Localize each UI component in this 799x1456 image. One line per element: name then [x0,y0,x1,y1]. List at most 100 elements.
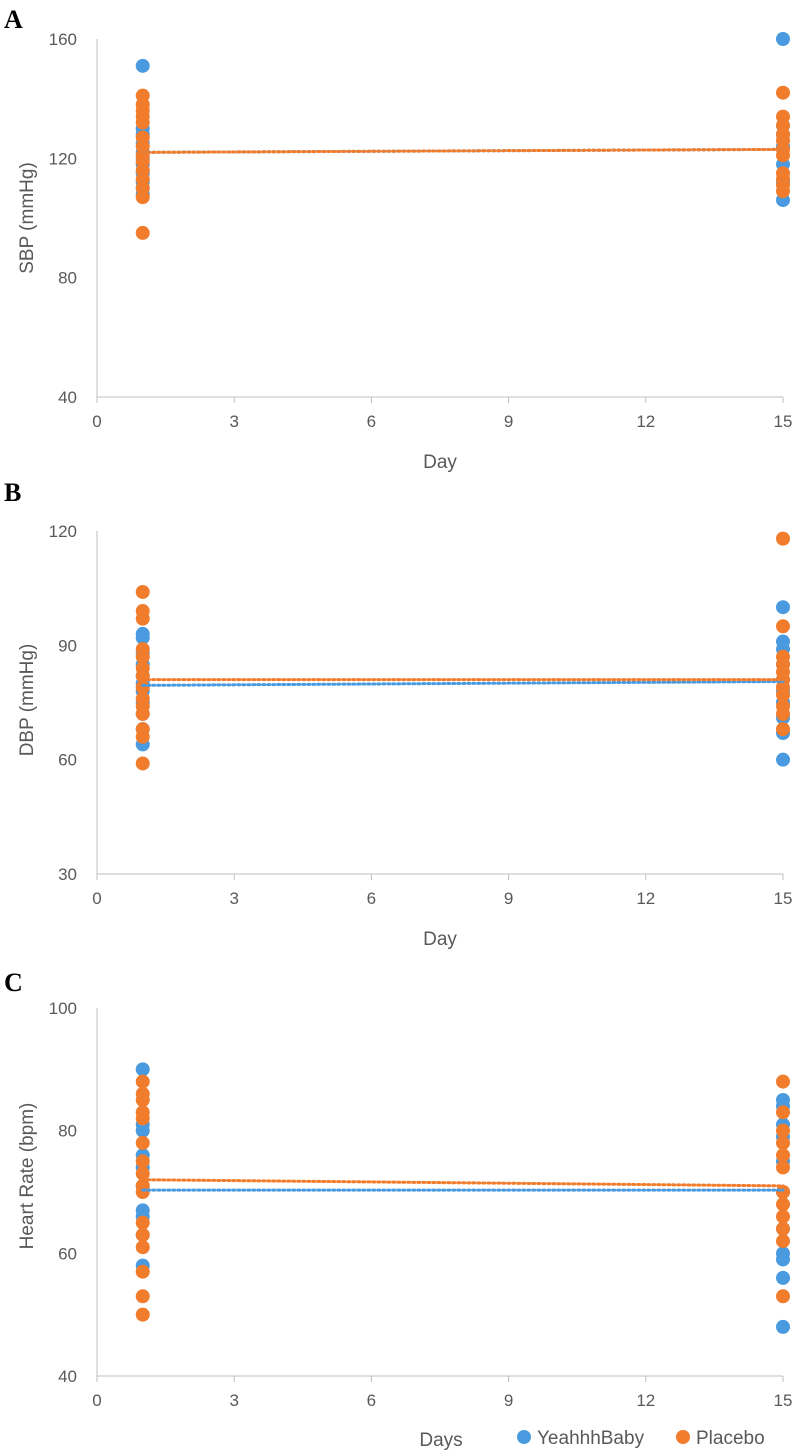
panel-a-point-yeahhhbaby [135,58,150,73]
panel-a-y-tick-label: 80 [58,269,77,288]
panel-c-point-placebo [776,1123,790,1138]
panel-b-point-placebo [135,584,150,599]
panel-c-point-yeahhhbaby [776,1319,790,1334]
panel-c-x-tick-label: 3 [229,1391,238,1410]
panel-c-letter: C [4,968,23,997]
panel-c-x-tick-label: 6 [367,1391,376,1410]
panel-a-point-yeahhhbaby [776,32,790,46]
legend-label-yeahhhbaby: YeahhhBaby [537,1428,645,1449]
panel-c-point-placebo [776,1197,790,1212]
legend-label-placebo: Placebo [696,1428,765,1449]
panel-b-trendline-yeahhhbaby [141,680,785,687]
panel-c-point-placebo [135,1307,150,1322]
panel-a-x-tick-label: 15 [774,412,793,431]
panel-b-point-placebo [135,729,150,744]
panel-b: B Day DBP (mmHg) 30 60 90 120 0 3 6 9 12 15 [4,478,792,950]
panel-c-point-placebo [776,1160,790,1175]
panel-c-point-placebo [135,1185,150,1199]
panel-a-y-tick-label: 120 [49,149,77,168]
panel-a-x-tick-label: 0 [92,412,101,431]
panel-b-x-axis-title: Day [423,929,457,950]
panel-b-y-axis-title: DBP (mmHg) [17,644,38,757]
legend: YeahhhBaby Placebo [517,1428,765,1449]
panel-b-x-tick-label: 12 [636,889,655,908]
panel-a-trendline-placebo [141,147,785,154]
panel-c-point-placebo [135,1227,150,1242]
panel-c-x-axis-title: Days [419,1430,462,1451]
panel-c: C Days Heart Rate (bpm) 40 60 80 100 0 3 6 9 12 1… [4,968,792,1451]
panel-c-point-placebo [776,1135,790,1150]
panel-b-point-placebo [776,531,790,546]
legend-marker-yeahhhbaby [517,1430,531,1444]
panel-c-point-placebo [135,1166,150,1181]
panel-a-point-placebo [776,85,790,100]
panel-c-point-yeahhhbaby [135,1123,150,1138]
panel-c-point-placebo [776,1148,790,1163]
legend-marker-placebo [676,1430,690,1444]
panel-c-x-tick-label: 12 [636,1391,655,1410]
panel-c-point-yeahhhbaby [135,1062,150,1077]
panel-b-point-placebo [135,649,150,664]
panel-c-y-axis-title: Heart Rate (bpm) [17,1103,38,1250]
panel-c-point-yeahhhbaby [776,1252,790,1267]
panel-b-y-tick-label: 60 [58,751,77,770]
panel-a-point-placebo [135,225,150,240]
panel-b-x-tick-label: 6 [367,889,376,908]
panel-b-y-tick-label: 120 [49,522,77,541]
panel-b-x-tick-label: 3 [229,889,238,908]
panel-c-point-placebo [135,1240,150,1255]
panel-c-y-tick-label: 80 [58,1122,77,1141]
panel-a-y-axis-title: SBP (mmHg) [17,162,38,274]
panel-a-point-placebo [776,184,790,199]
panel-a-x-tick-label: 12 [636,412,655,431]
panel-b-point-yeahhhbaby [135,630,150,645]
panel-b-x-tick-label: 9 [504,889,513,908]
panel-a-x-axis-title: Day [423,452,457,473]
panel-a-x-tick-label: 3 [229,412,238,431]
panel-a-letter: A [4,5,23,34]
panel-c-point-placebo [135,1074,150,1089]
panel-a-y-tick-label: 40 [58,388,77,407]
panel-b-y-tick-label: 30 [58,865,77,884]
panel-c-y-tick-label: 100 [49,999,77,1018]
panel-c-point-placebo [776,1074,790,1089]
panel-a-point-placebo [776,148,790,163]
panel-a-y-tick-label: 160 [49,30,77,49]
panel-b-point-placebo [135,668,150,683]
panel-c-x-tick-label: 0 [92,1391,101,1410]
panel-b-y-tick-label: 90 [58,636,77,655]
panel-c-point-placebo [135,1289,150,1304]
panel-c-point-placebo [135,1264,150,1279]
panel-a-point-placebo [135,190,150,205]
panel-c-point-placebo [776,1185,790,1199]
panel-c-point-placebo [135,1111,150,1126]
panel-b-point-yeahhhbaby [776,600,790,615]
panel-b-point-placebo [135,706,150,721]
panel-b-point-placebo [776,722,790,737]
panel-b-point-yeahhhbaby [776,752,790,767]
panel-b-x-tick-label: 0 [92,889,101,908]
panel-a-x-tick-label: 9 [504,412,513,431]
panel-c-y-tick-label: 60 [58,1244,77,1263]
panel-c-x-tick-label: 15 [774,1391,793,1410]
panel-c-point-placebo [135,1135,150,1150]
panel-b-point-placebo [776,619,790,634]
panel-a-x-tick-label: 6 [367,412,376,431]
panel-c-point-placebo [776,1289,790,1304]
panel-c-point-placebo [135,1215,150,1230]
panel-c-y-tick-label: 40 [58,1367,77,1386]
panel-b-point-placebo [135,756,150,771]
panel-c-point-placebo [776,1234,790,1249]
panel-c-point-placebo [135,1154,150,1169]
panel-a-point-placebo [135,115,150,130]
panel-b-x-tick-label: 15 [774,889,793,908]
panel-b-point-placebo [135,611,150,626]
panel-b-point-placebo [776,706,790,721]
panel-c-point-placebo [776,1221,790,1236]
panel-b-point-placebo [135,680,150,695]
panel-c-point-placebo [776,1209,790,1224]
panel-c-point-placebo [135,1093,150,1107]
panel-c-trendline-placebo [141,1178,785,1188]
panel-a: A Day SBP (mmHg) 40 80 120 160 0 3 6 9 12 15 [4,5,792,473]
